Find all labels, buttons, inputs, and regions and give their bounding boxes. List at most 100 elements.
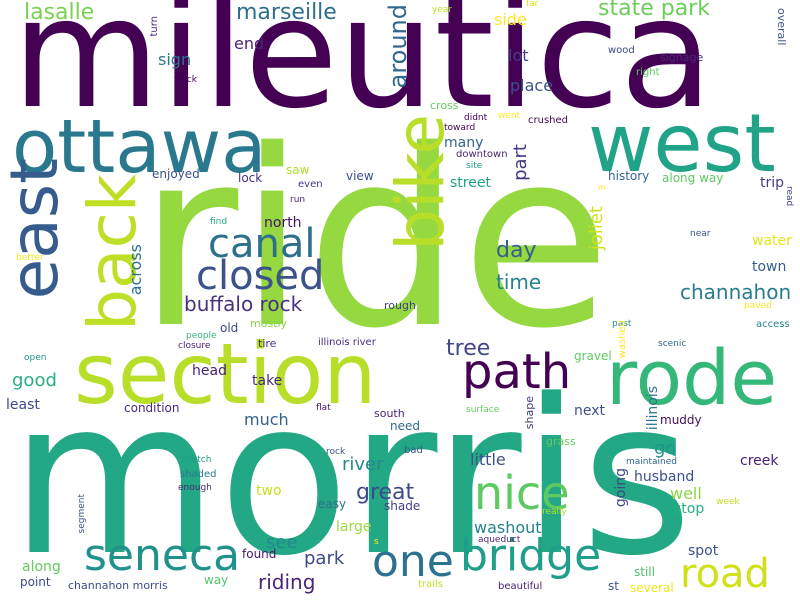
word: past bbox=[612, 319, 632, 329]
word: two bbox=[256, 483, 282, 499]
word: around bbox=[384, 4, 412, 89]
word: channahon morris bbox=[68, 579, 168, 592]
word: bad bbox=[404, 445, 423, 456]
word: site bbox=[466, 161, 483, 171]
word: next bbox=[574, 403, 606, 419]
word: segment bbox=[77, 494, 87, 534]
word: downtown bbox=[456, 149, 508, 160]
word: washed bbox=[617, 320, 628, 359]
word: go bbox=[654, 438, 677, 459]
word: nice bbox=[474, 466, 570, 520]
word: washout bbox=[474, 518, 542, 537]
word: st bbox=[608, 579, 619, 593]
word: far bbox=[526, 0, 539, 9]
word: creek bbox=[740, 453, 779, 469]
word: old bbox=[220, 321, 239, 335]
word: water bbox=[752, 233, 792, 249]
word: m bbox=[598, 183, 606, 192]
word: north bbox=[264, 215, 302, 231]
word: trails bbox=[418, 579, 443, 590]
word: better bbox=[16, 253, 44, 263]
word: sign bbox=[158, 50, 192, 69]
word: right bbox=[636, 67, 660, 78]
word: mileutica bbox=[12, 0, 713, 142]
word: joliet bbox=[586, 206, 607, 251]
word: west bbox=[588, 97, 776, 190]
word: still bbox=[634, 565, 655, 579]
word: day bbox=[496, 238, 537, 263]
word: find bbox=[210, 217, 228, 227]
word: seneca bbox=[84, 530, 241, 581]
word: section bbox=[74, 325, 377, 423]
word: bridge bbox=[460, 530, 602, 581]
word: s bbox=[374, 537, 379, 547]
word: maintained bbox=[626, 457, 677, 467]
word: buffalo rock bbox=[184, 292, 303, 316]
word: along way bbox=[662, 171, 724, 185]
word: condition bbox=[124, 401, 180, 415]
word: way bbox=[204, 573, 229, 587]
word: wood bbox=[608, 45, 635, 56]
word: state park bbox=[598, 0, 710, 21]
word: town bbox=[752, 259, 787, 275]
word: view bbox=[346, 169, 374, 183]
word: lot bbox=[508, 46, 529, 65]
word: year bbox=[432, 5, 453, 15]
word: read bbox=[784, 186, 794, 207]
word: good bbox=[12, 370, 57, 391]
word: shade bbox=[384, 499, 421, 513]
word: muddy bbox=[660, 413, 702, 427]
word: cross bbox=[430, 99, 459, 112]
word: illinois bbox=[645, 386, 661, 431]
word: grass bbox=[546, 435, 576, 448]
word: closed bbox=[196, 253, 325, 299]
word: street bbox=[450, 175, 491, 191]
word: great bbox=[356, 480, 415, 505]
word: surface bbox=[466, 405, 500, 415]
word: stretch bbox=[180, 455, 212, 465]
word: river bbox=[342, 454, 384, 475]
word: found bbox=[242, 547, 277, 561]
word: many bbox=[444, 135, 484, 151]
word: part bbox=[510, 144, 531, 181]
word: enough bbox=[178, 483, 212, 493]
word: marseille bbox=[236, 0, 337, 25]
word: history bbox=[608, 169, 650, 183]
word: aqueduct bbox=[478, 535, 521, 545]
word: access bbox=[756, 319, 790, 330]
word: people bbox=[186, 331, 217, 341]
word: side bbox=[494, 10, 527, 29]
word: tree bbox=[446, 336, 491, 361]
word: lasalle bbox=[24, 0, 95, 25]
word: overall bbox=[775, 8, 788, 46]
word: well bbox=[670, 484, 702, 503]
word: south bbox=[374, 407, 405, 420]
word: rode bbox=[606, 333, 778, 422]
word: really bbox=[542, 507, 567, 517]
word: rough bbox=[384, 299, 416, 312]
word: spot bbox=[688, 543, 719, 559]
word: stop bbox=[674, 501, 705, 517]
word: trip bbox=[760, 175, 785, 191]
word: point bbox=[20, 575, 51, 589]
word: morris bbox=[10, 354, 693, 600]
word: run bbox=[290, 195, 306, 205]
word: even bbox=[298, 179, 323, 190]
word: east bbox=[0, 158, 73, 300]
word: closure bbox=[178, 341, 211, 351]
word: end bbox=[234, 34, 265, 53]
word: going bbox=[613, 468, 629, 508]
word: one bbox=[372, 536, 454, 587]
word: illinois river bbox=[318, 337, 376, 348]
word: large bbox=[336, 519, 372, 535]
word: open bbox=[24, 353, 47, 363]
word: shape bbox=[523, 396, 536, 430]
word: much bbox=[244, 410, 289, 429]
word: toward bbox=[444, 123, 476, 133]
word: easy bbox=[318, 497, 347, 511]
word: park bbox=[304, 548, 345, 569]
word: shaded bbox=[180, 469, 217, 480]
word: crushed bbox=[528, 115, 568, 126]
word: saw bbox=[286, 163, 310, 177]
